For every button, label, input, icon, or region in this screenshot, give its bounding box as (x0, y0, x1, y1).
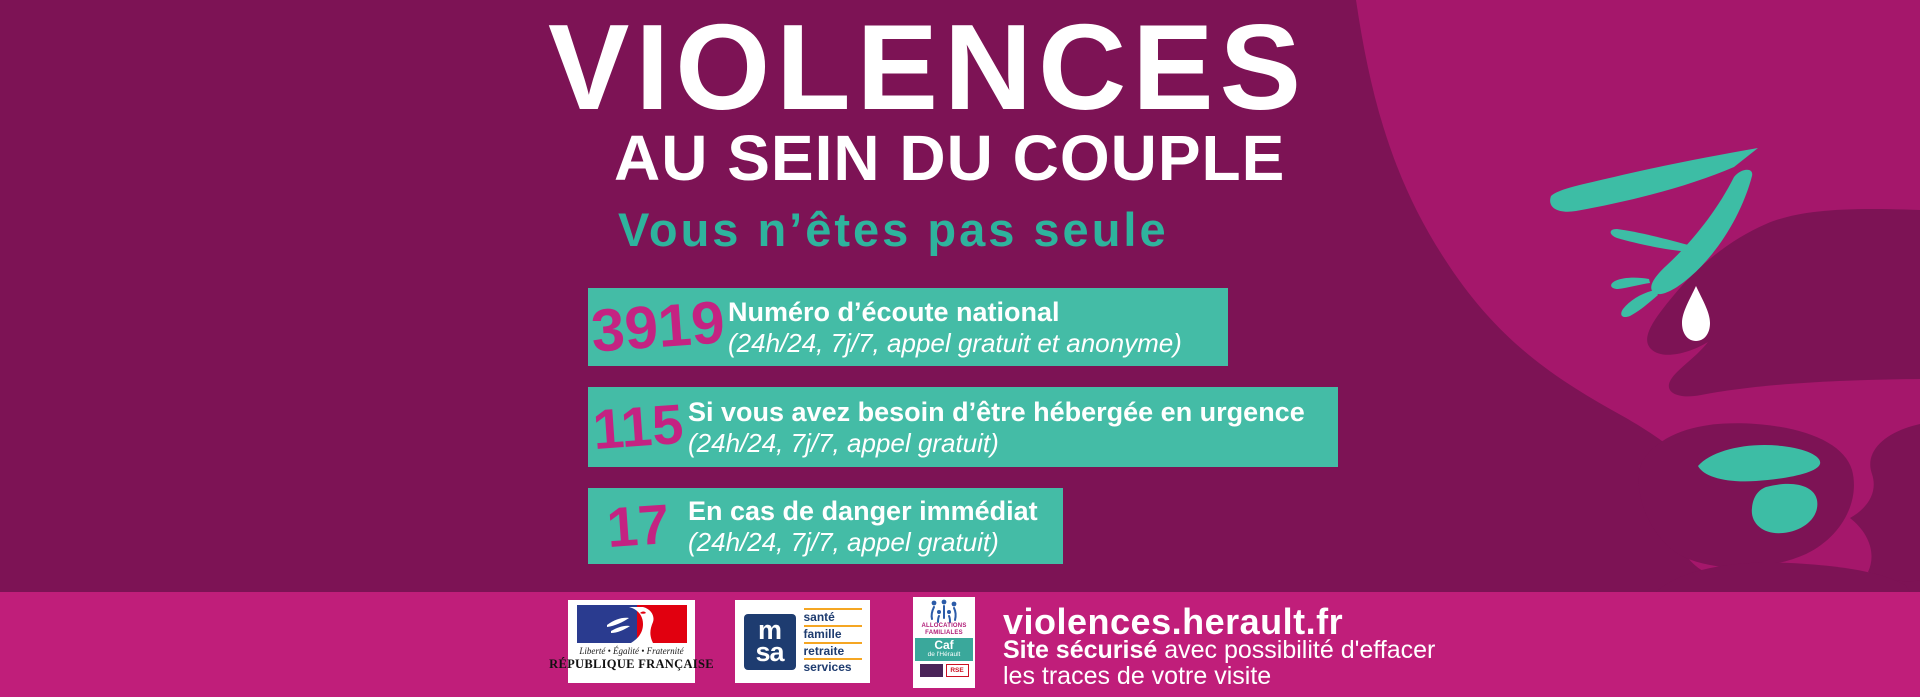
secure-site-line2: les traces de votre visite (1003, 662, 1272, 690)
msa-monogram-m: m (757, 614, 782, 645)
caf-dept: de l'Hérault (927, 651, 961, 659)
hotline-17: 17 En cas de danger immédiat (24h/24, 7j… (588, 488, 1063, 564)
hotline-number: 17 (604, 491, 672, 560)
secure-site-rest: avec possibilité d'effacer (1157, 636, 1436, 664)
rf-name: RÉPUBLIQUE FRANÇAISE (549, 657, 714, 671)
closed-eye-lashes (1651, 169, 1753, 295)
msa-service-item: santé (803, 607, 862, 625)
banner-tagline: Vous n’êtes pas seule (618, 203, 1169, 256)
eye-lash-tip (1611, 277, 1650, 289)
msa-monogram-icon: m sa (743, 613, 796, 670)
caf-org-name: ALLOCATIONS FAMILIALES (921, 623, 966, 637)
hotline-number: 3919 (589, 288, 727, 365)
eye-lash-lower (1621, 290, 1658, 318)
hotline-3919: 3919 Numéro d’écoute national (24h/24, 7… (588, 288, 1228, 366)
hotline-number: 115 (590, 391, 686, 462)
banner-subtitle: AU SEIN DU COUPLE (614, 122, 1286, 194)
aggressor-hand (1647, 208, 1920, 397)
hotline-label: En cas de danger immédiat (688, 496, 1038, 526)
msa-service-item: services (803, 658, 862, 675)
caf-family-figures-icon (930, 599, 957, 623)
caf-name: Caf (934, 637, 954, 652)
eyebrow-stroke (1550, 148, 1758, 212)
caf-herault-logo: ALLOCATIONS FAMILIALES Caf de l'Hérault … (913, 597, 975, 688)
rse-badge-icon: RSE (945, 663, 969, 677)
caf-org-line1: ALLOCATIONS (921, 623, 967, 629)
secure-site-bold: Site sécurisé (1003, 636, 1158, 664)
msa-services: santé famille retraite services (803, 607, 862, 675)
msa-service-item: retraite (803, 641, 862, 659)
eye-lash-upper (1610, 229, 1692, 252)
website-url: violences.herault.fr (1003, 601, 1344, 642)
caf-name-band: Caf de l'Hérault (915, 637, 973, 661)
hotline-detail: (24h/24, 7j/7, appel gratuit) (688, 428, 999, 458)
secure-site-line1: Site sécurisé avec possibilité d'effacer (1003, 636, 1435, 665)
footer-bar: Liberté • Égalité • Fraternité RÉPUBLIQU… (0, 592, 1920, 697)
french-flag-marianne-icon (576, 605, 687, 643)
teardrop (1682, 286, 1710, 341)
caf-cert-badges: RSE (919, 663, 969, 677)
msa-monogram-sa: sa (755, 636, 784, 667)
hotline-detail: (24h/24, 7j/7, appel gratuit) (688, 527, 999, 557)
hotline-label: Numéro d’écoute national (728, 297, 1060, 327)
teal-lips-upper (1698, 444, 1821, 482)
caf-org-line2: FAMILIALES (925, 629, 963, 636)
republique-francaise-logo: Liberté • Égalité • Fraternité RÉPUBLIQU… (549, 600, 714, 683)
msa-service-item: famille (803, 624, 862, 642)
teal-lips-lower (1751, 483, 1818, 534)
hotline-label: Si vous avez besoin d’être hébergée en u… (688, 397, 1305, 427)
msa-logo: m sa santé famille retraite services (735, 600, 870, 683)
shoulder-shape (1656, 562, 1910, 592)
banner-title: VIOLENCES (548, 0, 1308, 135)
hotline-detail: (24h/24, 7j/7, appel gratuit et anonyme) (728, 328, 1182, 358)
rf-motto: Liberté • Égalité • Fraternité (579, 646, 684, 656)
hand-edge-shape (1850, 424, 1920, 582)
afnor-badge-icon (919, 663, 943, 677)
hotline-115: 115 Si vous avez besoin d’être hébergée … (588, 387, 1338, 467)
